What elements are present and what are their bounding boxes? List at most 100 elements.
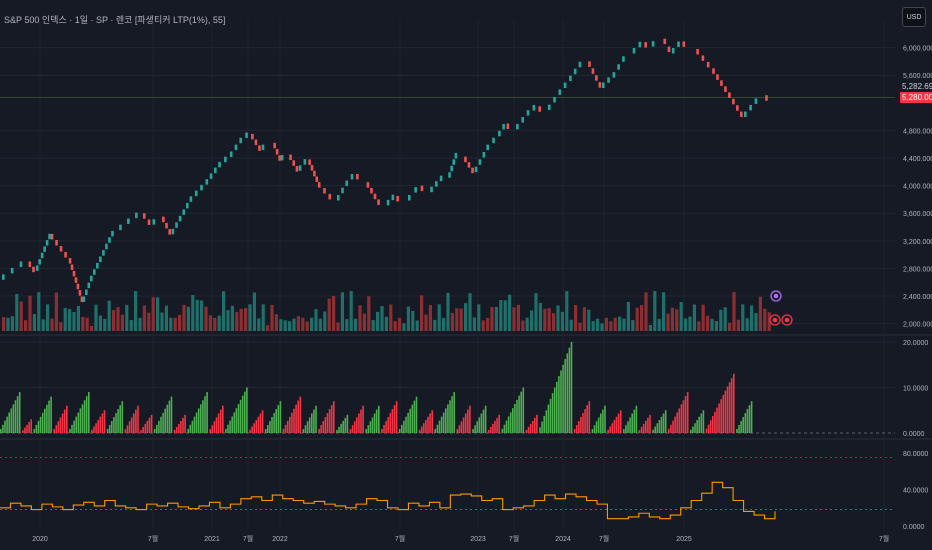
- volume-bar: [446, 292, 450, 331]
- time-tick-label: 7월: [599, 534, 609, 543]
- hist-up-bar: [518, 395, 520, 433]
- hist-up-bar: [512, 408, 514, 433]
- currency-button[interactable]: USD: [902, 7, 926, 27]
- renko-down-brick: [165, 222, 168, 229]
- volume-bar: [6, 317, 10, 331]
- hist-up-bar: [158, 420, 160, 433]
- hist-down-bar: [91, 429, 93, 433]
- renko-up-brick: [96, 262, 99, 269]
- renko-down-brick: [732, 98, 735, 105]
- hist-up-bar: [308, 417, 311, 433]
- hist-up-bar: [77, 412, 80, 433]
- hist-up-bar: [509, 412, 512, 433]
- hist-up-bar: [195, 412, 198, 433]
- renko-down-brick: [273, 142, 276, 149]
- volume-bar: [230, 305, 234, 331]
- volume-bar: [723, 307, 727, 331]
- price-tick-label: 6,000.0000: [903, 46, 932, 53]
- hist-up-bar: [71, 424, 73, 433]
- hist-up-bar: [543, 415, 545, 433]
- hist-down-bar: [178, 423, 180, 433]
- hist-down-bar: [429, 413, 431, 433]
- renko-down-brick: [506, 123, 510, 130]
- hist-up-bar: [547, 404, 550, 433]
- renko-up-brick: [749, 104, 752, 111]
- time-tick-label: 2025: [676, 536, 692, 543]
- hist-up-bar: [736, 429, 738, 433]
- renko-up-brick: [350, 173, 354, 180]
- volume-bar: [63, 307, 67, 331]
- volume-bar: [750, 305, 754, 331]
- volume-bar: [521, 320, 525, 331]
- hist-up-bar: [6, 416, 8, 433]
- volume-bar: [248, 304, 252, 331]
- renko-up-brick: [209, 173, 213, 179]
- volume-bar: [732, 291, 736, 331]
- hist-up-bar: [367, 425, 370, 433]
- volume-bar: [675, 309, 679, 331]
- renko-down-brick: [317, 182, 321, 188]
- hist-up-bar: [83, 400, 86, 433]
- hist-tick-label: 20.0000: [903, 340, 928, 347]
- volume-bar: [323, 311, 327, 331]
- renko-up-brick: [10, 267, 14, 274]
- volume-bar: [349, 291, 353, 331]
- hist-up-bar: [111, 421, 113, 433]
- hist-down-bar: [496, 417, 498, 433]
- hist-up-bar: [311, 413, 313, 433]
- hist-up-bar: [191, 420, 194, 433]
- renko-down-brick: [147, 219, 151, 225]
- hist-down-bar: [464, 413, 467, 433]
- current-price-label: 5,280.0000: [900, 92, 932, 104]
- volume-bar: [226, 310, 230, 331]
- volume-bar: [763, 308, 767, 331]
- volume-bar: [2, 317, 6, 331]
- hist-down-bar: [611, 423, 614, 433]
- hist-up-bar: [50, 396, 52, 433]
- renko-up-brick: [482, 151, 486, 158]
- hist-up-bar: [69, 428, 71, 433]
- volume-bar: [327, 298, 331, 331]
- hist-down-bar: [609, 426, 611, 433]
- hist-down-bar: [617, 413, 620, 433]
- hist-down-bar: [680, 404, 683, 433]
- volume-bar: [468, 293, 472, 331]
- hist-down-bar: [320, 425, 322, 433]
- hist-up-bar: [2, 424, 4, 433]
- event-markers[interactable]: [769, 290, 793, 326]
- time-tick-label: 2022: [272, 536, 288, 543]
- volume-bar: [701, 304, 705, 331]
- volume-bar: [719, 309, 723, 331]
- hist-up-bar: [14, 400, 17, 433]
- volume-bars: [2, 291, 771, 331]
- hist-up-bar: [35, 424, 38, 433]
- renko-up-brick: [239, 137, 243, 144]
- hist-up-bar: [520, 391, 522, 433]
- hist-down-bar: [383, 425, 385, 433]
- volume-bar: [235, 312, 239, 331]
- hist-up-bar: [656, 423, 659, 433]
- hist-down-bar: [28, 422, 30, 433]
- hist-up-bar: [545, 410, 548, 433]
- renko-down-brick: [682, 41, 686, 47]
- renko-up-brick: [516, 123, 519, 130]
- volume-bar: [406, 306, 410, 331]
- volume-bar: [98, 315, 102, 331]
- hist-down-bar: [289, 416, 291, 433]
- renko-down-brick: [328, 193, 332, 200]
- hist-down-bar: [462, 417, 465, 433]
- volume-bar: [24, 320, 28, 331]
- hist-down-bar: [536, 414, 538, 433]
- volume-bar: [173, 317, 177, 331]
- renko-up-brick: [119, 224, 122, 231]
- renko-up-brick: [435, 181, 438, 187]
- volume-bar: [19, 301, 23, 331]
- hist-up-bar: [168, 400, 171, 433]
- hist-down-bar: [578, 421, 580, 433]
- hist-down-bar: [322, 421, 325, 433]
- hist-up-bar: [373, 413, 376, 433]
- hist-up-bar: [480, 413, 483, 433]
- hist-up-bar: [405, 416, 407, 433]
- price-tick-label: 2,800.0000: [903, 266, 932, 273]
